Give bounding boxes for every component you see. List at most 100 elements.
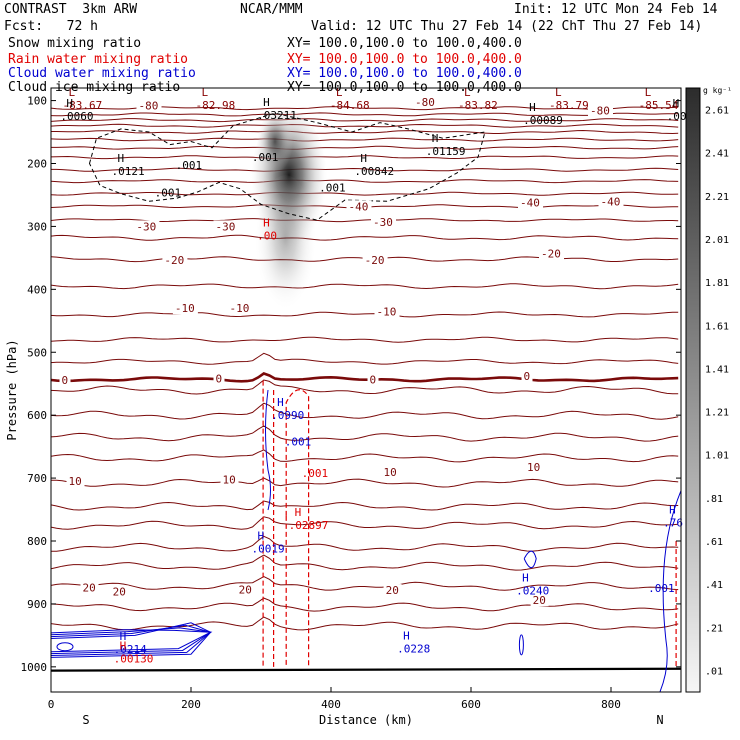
temperature-label-bg	[59, 373, 71, 386]
legend-snow-label: Snow mixing ratio	[8, 36, 142, 51]
isotherm-line	[51, 155, 679, 160]
isotherm-line	[51, 145, 679, 150]
colorbar-level-label: 2.01	[705, 235, 729, 246]
temperature-label-bg	[539, 247, 564, 260]
isotherm-line	[51, 379, 679, 395]
contour-value-label: .001	[285, 436, 312, 449]
extremum-value: .0990	[271, 409, 304, 422]
isotherm-line	[51, 137, 679, 142]
colorbar-level-label: 2.41	[705, 149, 729, 160]
legend-rain-label: Rain water mixing ratio	[8, 52, 189, 67]
colorbar-level-label: 1.21	[705, 408, 729, 419]
cloud-water-contour	[518, 634, 524, 656]
temperature-label-bg	[381, 465, 400, 478]
isotherm-line	[51, 191, 679, 196]
temperature-label-bg	[227, 302, 253, 315]
y-axis-label: Pressure (hPa)	[5, 339, 19, 440]
temperature-label-bg	[521, 370, 533, 383]
extremum-value: .0060	[60, 110, 93, 123]
extremum-mark: H	[258, 529, 265, 542]
temperature-label: 20	[113, 585, 126, 598]
isotherm-line	[51, 554, 679, 571]
extremum-value: -83.82	[458, 99, 498, 112]
extremum-value: -83.67	[63, 99, 103, 112]
temperature-label: -20	[365, 254, 385, 267]
temperature-label-bg	[162, 253, 188, 266]
y-tick-label: 800	[27, 535, 47, 548]
temperature-label: 20	[533, 594, 546, 607]
colorbar-level-label: 1.81	[705, 278, 729, 289]
temperature-label: -80	[139, 100, 159, 113]
rain-water-contour	[285, 389, 310, 516]
x-tick-label: 200	[181, 698, 201, 711]
isotherm-line	[51, 112, 679, 117]
extremum-mark: H	[120, 640, 127, 653]
temperature-label: -20	[541, 247, 561, 260]
temperature-label: 20	[239, 583, 252, 596]
colorbar-level-label: .81	[705, 494, 723, 505]
extremum-mark: H	[66, 97, 73, 110]
temperature-label: -10	[230, 302, 250, 315]
temperature-label: -40	[601, 195, 621, 208]
y-tick-label: 300	[27, 220, 47, 233]
temperature-label: -30	[136, 220, 156, 233]
colorbar-level-label: 1.61	[705, 321, 729, 332]
colorbar-level-label: .21	[705, 623, 723, 634]
temperature-label-bg	[172, 302, 198, 315]
header-init-time: Init: 12 UTC Mon 24 Feb 14	[514, 2, 718, 17]
contour-value-label: .001	[155, 186, 182, 199]
y-tick-label: 200	[27, 158, 47, 171]
colorbar-unit: g kg⁻¹	[703, 86, 732, 95]
isotherm-line	[51, 336, 679, 343]
ground-line	[51, 667, 681, 672]
isotherm-line	[51, 516, 679, 530]
extremum-mark: H	[263, 217, 270, 230]
isotherm-line	[51, 425, 679, 442]
cloud-water-contour	[51, 629, 213, 653]
header-title: CONTRAST 3km ARW	[4, 2, 138, 17]
x-tick-label: 400	[321, 698, 341, 711]
temperature-label: 0	[62, 374, 69, 387]
temperature-label: 0	[524, 370, 531, 383]
y-tick-label: 700	[27, 472, 47, 485]
temperature-label: 10	[69, 475, 82, 488]
colorbar-level-label: 1.41	[705, 364, 729, 375]
x-tick-label: 600	[461, 698, 481, 711]
colorbar-level-label: 2.61	[705, 106, 729, 117]
temperature-label-bg	[383, 584, 402, 597]
header-forecast-hour: Fcst: 72 h	[4, 19, 98, 34]
extremum-value: .00	[257, 230, 277, 243]
isotherm-line	[51, 500, 679, 511]
colorbar-strip	[685, 87, 701, 693]
cloud-water-contour	[265, 389, 271, 511]
colorbar-level-label: 2.21	[705, 192, 729, 203]
cloud-water-contour	[523, 550, 537, 569]
temperature-label: -80	[590, 105, 610, 118]
extremum-value: .76	[663, 517, 683, 530]
extremum-mark: L	[464, 86, 471, 99]
contour-value-label: .001	[176, 159, 203, 172]
y-tick-label: 600	[27, 409, 47, 422]
extremum-mark: H	[669, 504, 676, 517]
colorbar-level-label: .01	[705, 666, 723, 677]
header-source: NCAR/MMM	[240, 2, 303, 17]
temperature-label-bg	[525, 460, 543, 473]
isotherm-line	[51, 129, 679, 135]
y-tick-label: 400	[27, 283, 47, 296]
temperature-label-bg	[236, 583, 255, 596]
temperature-label: -40	[349, 200, 369, 213]
x-axis-label: Distance (km)	[319, 713, 413, 727]
temperature-label: 20	[83, 582, 96, 595]
extremum-value: .0019	[252, 542, 285, 555]
legend-cloud-water-label: Cloud water mixing ratio	[8, 66, 196, 81]
temperature-label-bg	[530, 594, 549, 607]
isotherm-line	[51, 449, 679, 463]
colorbar-level-label: .41	[705, 580, 723, 591]
temperature-label: -80	[415, 96, 435, 109]
temperature-label-bg	[110, 585, 129, 598]
extremum-value: -84.68	[330, 99, 370, 112]
temperature-label-bg	[134, 220, 160, 233]
cloud-water-contour	[51, 627, 212, 655]
colorbar-level-label: 1.01	[705, 451, 729, 462]
extremum-mark: H	[263, 96, 270, 109]
